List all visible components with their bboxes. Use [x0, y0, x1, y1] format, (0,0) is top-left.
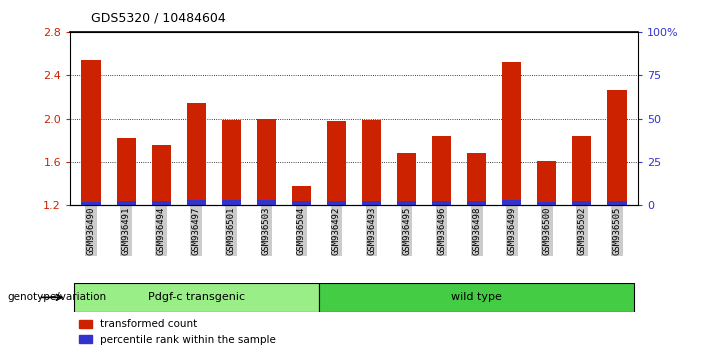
Bar — [537, 202, 557, 205]
Bar — [362, 201, 381, 205]
Bar — [116, 138, 136, 205]
Bar — [397, 201, 416, 205]
Bar — [74, 283, 319, 312]
Text: genotype/variation: genotype/variation — [7, 292, 106, 302]
Bar — [432, 136, 451, 205]
Bar — [81, 202, 101, 205]
Text: Pdgf-c transgenic: Pdgf-c transgenic — [148, 292, 245, 302]
Bar — [397, 153, 416, 205]
Bar — [607, 201, 627, 205]
Bar — [572, 201, 592, 205]
Text: GDS5320 / 10484604: GDS5320 / 10484604 — [91, 12, 226, 25]
Bar — [292, 186, 311, 205]
Bar — [292, 201, 311, 205]
Bar — [151, 201, 171, 205]
Bar — [151, 144, 171, 205]
Bar — [81, 60, 101, 205]
Text: wild type: wild type — [451, 292, 502, 302]
Bar — [537, 161, 557, 205]
Bar — [186, 200, 206, 205]
Bar — [222, 120, 241, 205]
Bar — [327, 201, 346, 205]
Bar — [502, 62, 522, 205]
Bar — [222, 200, 241, 205]
Legend: transformed count, percentile rank within the sample: transformed count, percentile rank withi… — [75, 315, 280, 349]
Bar — [257, 119, 276, 205]
Bar — [432, 201, 451, 205]
Bar — [572, 136, 592, 205]
Bar — [467, 201, 486, 205]
Bar — [362, 120, 381, 205]
Bar — [607, 90, 627, 205]
Bar — [186, 103, 206, 205]
Bar — [467, 153, 486, 205]
Bar — [327, 121, 346, 205]
Bar — [502, 200, 522, 205]
Bar — [116, 201, 136, 205]
Bar — [319, 283, 634, 312]
Bar — [257, 200, 276, 205]
